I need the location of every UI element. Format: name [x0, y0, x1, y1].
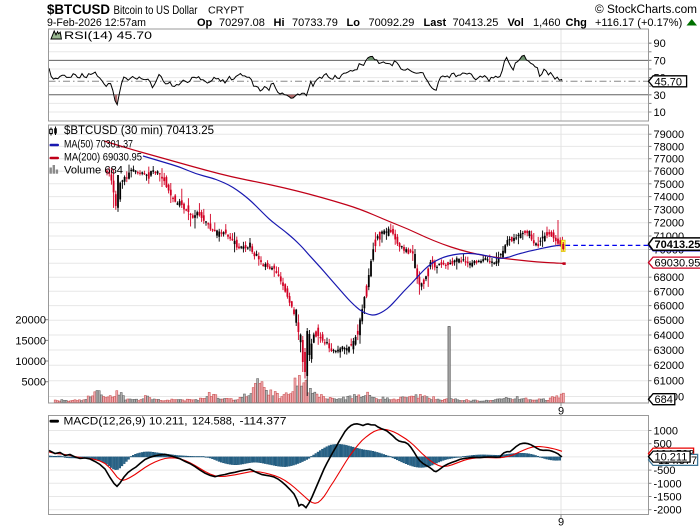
svg-text:9: 9: [558, 517, 564, 529]
svg-text:70413.25: 70413.25: [655, 239, 700, 251]
svg-text:Last: Last: [424, 17, 447, 29]
svg-text:72000: 72000: [654, 218, 685, 230]
svg-text:70413.25: 70413.25: [453, 17, 499, 29]
svg-text:9: 9: [558, 405, 564, 417]
svg-text:10000: 10000: [15, 356, 46, 368]
svg-text:79000: 79000: [654, 129, 685, 141]
svg-text:-1500: -1500: [654, 492, 682, 504]
svg-text:$BTCUSD (30 min) 70413.25: $BTCUSD (30 min) 70413.25: [64, 125, 214, 137]
svg-text:MA(200) 69030.95: MA(200) 69030.95: [64, 152, 142, 164]
svg-text:5000: 5000: [22, 377, 46, 389]
svg-text:69030.95: 69030.95: [655, 258, 700, 270]
svg-text:MA(50) 70301.37: MA(50) 70301.37: [64, 139, 133, 151]
svg-text:MACD(12,26,9) 10.211,: MACD(12,26,9) 10.211,: [64, 416, 188, 428]
svg-text:73000: 73000: [654, 205, 685, 217]
svg-text:30: 30: [654, 90, 666, 102]
svg-text:62000: 62000: [654, 360, 685, 372]
svg-text:Vol: Vol: [508, 17, 524, 29]
svg-text:9-Feb-2026 12:57am: 9-Feb-2026 12:57am: [47, 17, 146, 29]
svg-text:70733.79: 70733.79: [292, 17, 338, 29]
svg-text:63000: 63000: [654, 345, 685, 357]
svg-text:64000: 64000: [654, 330, 685, 342]
svg-text:61000: 61000: [654, 376, 685, 388]
svg-text:20000: 20000: [15, 315, 46, 327]
svg-text:684: 684: [655, 394, 673, 406]
svg-text:68000: 68000: [654, 272, 685, 284]
svg-text:15000: 15000: [15, 335, 46, 347]
svg-text:90: 90: [654, 38, 666, 50]
svg-text:65000: 65000: [654, 315, 685, 327]
svg-text:-1000: -1000: [654, 478, 682, 490]
svg-text:Bitcoin to US Dollar: Bitcoin to US Dollar: [114, 3, 198, 17]
svg-text:70092.29: 70092.29: [369, 17, 415, 29]
svg-text:$BTCUSD: $BTCUSD: [47, 2, 110, 17]
svg-text:74000: 74000: [654, 192, 685, 204]
svg-text:77000: 77000: [654, 154, 685, 166]
svg-text:CRYPT: CRYPT: [208, 6, 244, 17]
svg-text:-114.377: -114.377: [240, 416, 287, 428]
svg-text:124.588,: 124.588,: [192, 416, 235, 428]
svg-text:-500: -500: [654, 465, 676, 477]
svg-text:66000: 66000: [654, 301, 685, 313]
svg-text:75000: 75000: [654, 179, 685, 191]
svg-text:45.70: 45.70: [655, 76, 683, 88]
svg-text:RSI(14) 45.70: RSI(14) 45.70: [64, 30, 152, 42]
svg-text:© StockCharts.com: © StockCharts.com: [595, 4, 697, 16]
svg-text:70: 70: [654, 55, 666, 67]
svg-text:1000: 1000: [654, 426, 678, 438]
svg-text:+116.17 (+0.17%): +116.17 (+0.17%): [595, 17, 682, 29]
svg-text:Hi: Hi: [274, 17, 285, 29]
svg-text:76000: 76000: [654, 166, 685, 178]
svg-text:Volume 684: Volume 684: [64, 165, 123, 177]
svg-text:70297.08: 70297.08: [219, 17, 265, 29]
svg-text:10.211: 10.211: [655, 452, 688, 464]
svg-text:Chg: Chg: [566, 17, 587, 29]
svg-text:67000: 67000: [654, 286, 685, 298]
svg-text:1,460: 1,460: [533, 17, 561, 29]
svg-text:78000: 78000: [654, 141, 685, 153]
svg-text:Lo: Lo: [347, 17, 361, 29]
svg-text:Op: Op: [197, 17, 213, 29]
svg-text:-2000: -2000: [654, 505, 682, 517]
svg-text:10: 10: [654, 107, 666, 119]
